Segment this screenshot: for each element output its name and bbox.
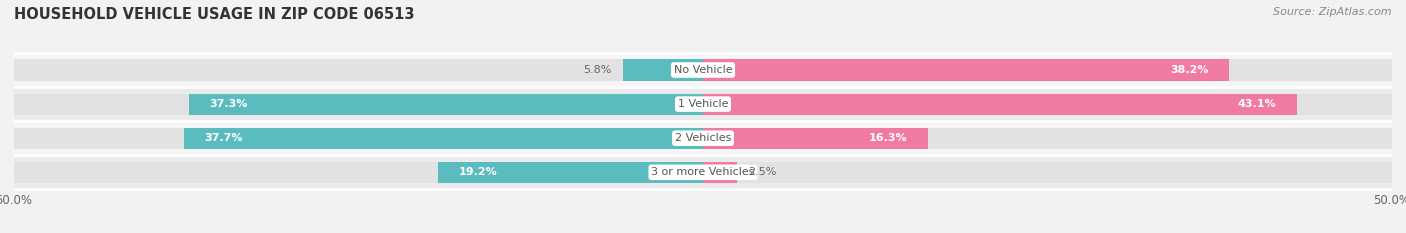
- Bar: [184, 128, 703, 149]
- Bar: [703, 93, 1296, 115]
- Bar: [703, 93, 1392, 115]
- Bar: [439, 162, 703, 183]
- Text: 37.3%: 37.3%: [209, 99, 247, 109]
- Text: HOUSEHOLD VEHICLE USAGE IN ZIP CODE 06513: HOUSEHOLD VEHICLE USAGE IN ZIP CODE 0651…: [14, 7, 415, 22]
- Bar: [703, 128, 1392, 149]
- Bar: [14, 59, 703, 81]
- Bar: [14, 93, 703, 115]
- Text: 16.3%: 16.3%: [869, 133, 907, 143]
- Text: 2 Vehicles: 2 Vehicles: [675, 133, 731, 143]
- Bar: [623, 59, 703, 81]
- Bar: [14, 155, 1392, 189]
- Text: 1 Vehicle: 1 Vehicle: [678, 99, 728, 109]
- Text: 38.2%: 38.2%: [1170, 65, 1209, 75]
- Bar: [14, 87, 1392, 121]
- Text: 5.8%: 5.8%: [583, 65, 612, 75]
- Text: 2.5%: 2.5%: [748, 167, 778, 177]
- Bar: [14, 53, 1392, 87]
- Text: Source: ZipAtlas.com: Source: ZipAtlas.com: [1274, 7, 1392, 17]
- Bar: [188, 93, 703, 115]
- Bar: [703, 59, 1229, 81]
- Bar: [703, 59, 1392, 81]
- Bar: [703, 162, 738, 183]
- Text: 37.7%: 37.7%: [204, 133, 243, 143]
- Text: No Vehicle: No Vehicle: [673, 65, 733, 75]
- Bar: [14, 162, 703, 183]
- Bar: [703, 162, 1392, 183]
- Bar: [703, 128, 928, 149]
- Bar: [14, 128, 703, 149]
- Bar: [14, 121, 1392, 155]
- Text: 19.2%: 19.2%: [460, 167, 498, 177]
- Text: 3 or more Vehicles: 3 or more Vehicles: [651, 167, 755, 177]
- Text: 43.1%: 43.1%: [1237, 99, 1277, 109]
